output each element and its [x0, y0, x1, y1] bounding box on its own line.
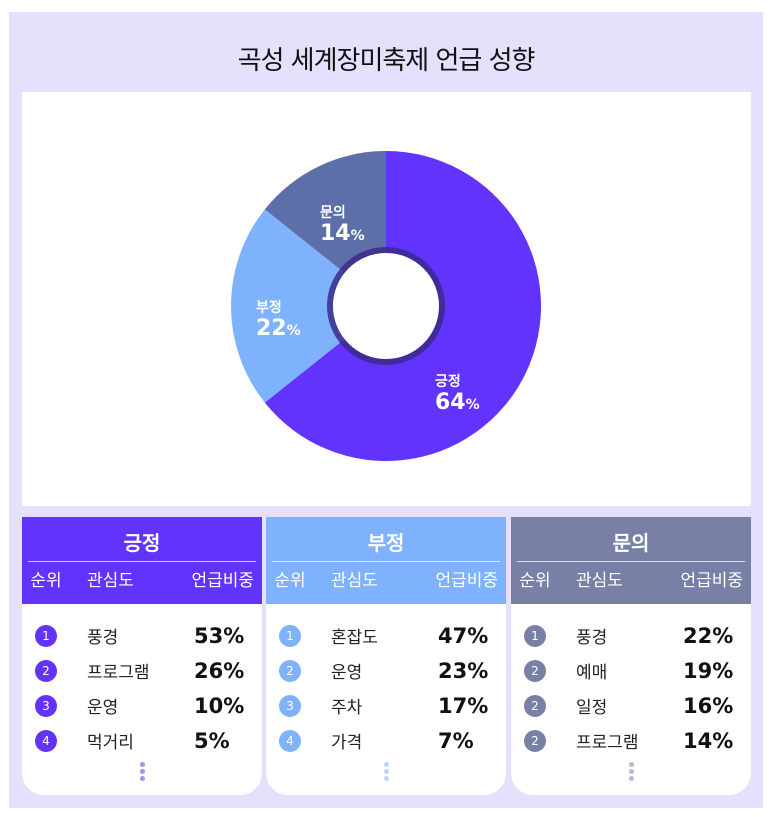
col-share: 언급비중	[680, 571, 743, 591]
share: 22%	[683, 623, 734, 648]
negative-header: 부정 순위 관심도 언급비중	[266, 517, 506, 604]
share: 23%	[438, 658, 489, 683]
category-title: 긍정	[123, 531, 161, 555]
label-positive: 긍정 64%	[435, 374, 480, 415]
rank-badge: 2	[524, 729, 546, 752]
col-rank: 순위	[30, 571, 62, 591]
topic: 가격	[331, 733, 363, 753]
negative-table: 부정 순위 관심도 언급비중 1 혼잡도 47% 2 운영 23% 3 주차 17% 4 가격 7%	[266, 517, 506, 795]
table-row: 4 먹거리 5%	[22, 723, 262, 758]
rank-badge: 1	[524, 624, 546, 647]
positive-header: 긍정 순위 관심도 언급비중	[22, 517, 262, 604]
rank-badge: 4	[279, 729, 301, 752]
category-title: 문의	[612, 531, 650, 555]
page-title: 곡성 세계장미축제 언급 성향	[237, 46, 536, 76]
table-row: 2 프로그램 26%	[22, 653, 262, 688]
topic: 일정	[576, 698, 608, 718]
table-row: 2 프로그램 14%	[511, 723, 751, 758]
infographic-panel: 곡성 세계장미축제 언급 성향 문의 14% 부정 22% 긍정 64%	[9, 12, 763, 808]
inquiry-table: 문의 순위 관심도 언급비중 1 풍경 22% 2 예매 19% 2 일정 16% 2 프로그램 1…	[511, 517, 751, 795]
rank-badge: 2	[35, 659, 57, 682]
share: 26%	[194, 658, 245, 683]
share: 14%	[683, 728, 734, 753]
topic: 프로그램	[576, 733, 639, 753]
positive-table: 긍정 순위 관심도 언급비중 1 풍경 53% 2 프로그램 26% 3 운영 10% 4 먹거리…	[22, 517, 262, 795]
topic: 먹거리	[87, 733, 134, 753]
table-row: 3 주차 17%	[266, 688, 506, 723]
rank-badge: 4	[35, 729, 57, 752]
label-inquiry: 문의 14%	[320, 205, 365, 246]
share: 53%	[194, 623, 245, 648]
topic: 주차	[331, 698, 363, 718]
table-row: 1 풍경 22%	[511, 618, 751, 653]
label-negative: 부정 22%	[256, 300, 301, 341]
topic: 프로그램	[87, 663, 150, 683]
donut-svg	[231, 151, 542, 462]
donut-chart: 문의 14% 부정 22% 긍정 64%	[22, 92, 751, 506]
more-icon	[22, 762, 262, 781]
rank-badge: 1	[35, 624, 57, 647]
rank-badge: 3	[279, 694, 301, 717]
more-icon	[511, 762, 751, 781]
col-share: 언급비중	[191, 571, 254, 591]
share: 47%	[438, 623, 489, 648]
table-row: 2 운영 23%	[266, 653, 506, 688]
topic: 풍경	[576, 628, 608, 648]
rank-badge: 2	[524, 659, 546, 682]
table-row: 1 혼잡도 47%	[266, 618, 506, 653]
topic: 혼잡도	[331, 628, 378, 648]
table-row: 2 예매 19%	[511, 653, 751, 688]
share: 19%	[683, 658, 734, 683]
share: 5%	[194, 728, 230, 753]
share: 17%	[438, 693, 489, 718]
col-topic: 관심도	[576, 571, 623, 591]
table-row: 2 일정 16%	[511, 688, 751, 723]
col-topic: 관심도	[87, 571, 134, 591]
share: 7%	[438, 728, 474, 753]
col-rank: 순위	[274, 571, 306, 591]
col-rank: 순위	[519, 571, 551, 591]
slice-negative	[231, 209, 386, 403]
col-share: 언급비중	[435, 571, 498, 591]
topic: 운영	[87, 698, 119, 718]
share: 16%	[683, 693, 734, 718]
donut-hole	[333, 253, 439, 359]
share: 10%	[194, 693, 245, 718]
rank-badge: 3	[35, 694, 57, 717]
topic: 운영	[331, 663, 363, 683]
rank-badge: 2	[524, 694, 546, 717]
rank-badge: 1	[279, 624, 301, 647]
topic: 풍경	[87, 628, 119, 648]
table-row: 3 운영 10%	[22, 688, 262, 723]
table-row: 4 가격 7%	[266, 723, 506, 758]
topic: 예매	[576, 663, 608, 683]
rank-badge: 2	[279, 659, 301, 682]
inquiry-header: 문의 순위 관심도 언급비중	[511, 517, 751, 604]
table-row: 1 풍경 53%	[22, 618, 262, 653]
col-topic: 관심도	[331, 571, 378, 591]
more-icon	[266, 762, 506, 781]
category-title: 부정	[367, 531, 405, 555]
